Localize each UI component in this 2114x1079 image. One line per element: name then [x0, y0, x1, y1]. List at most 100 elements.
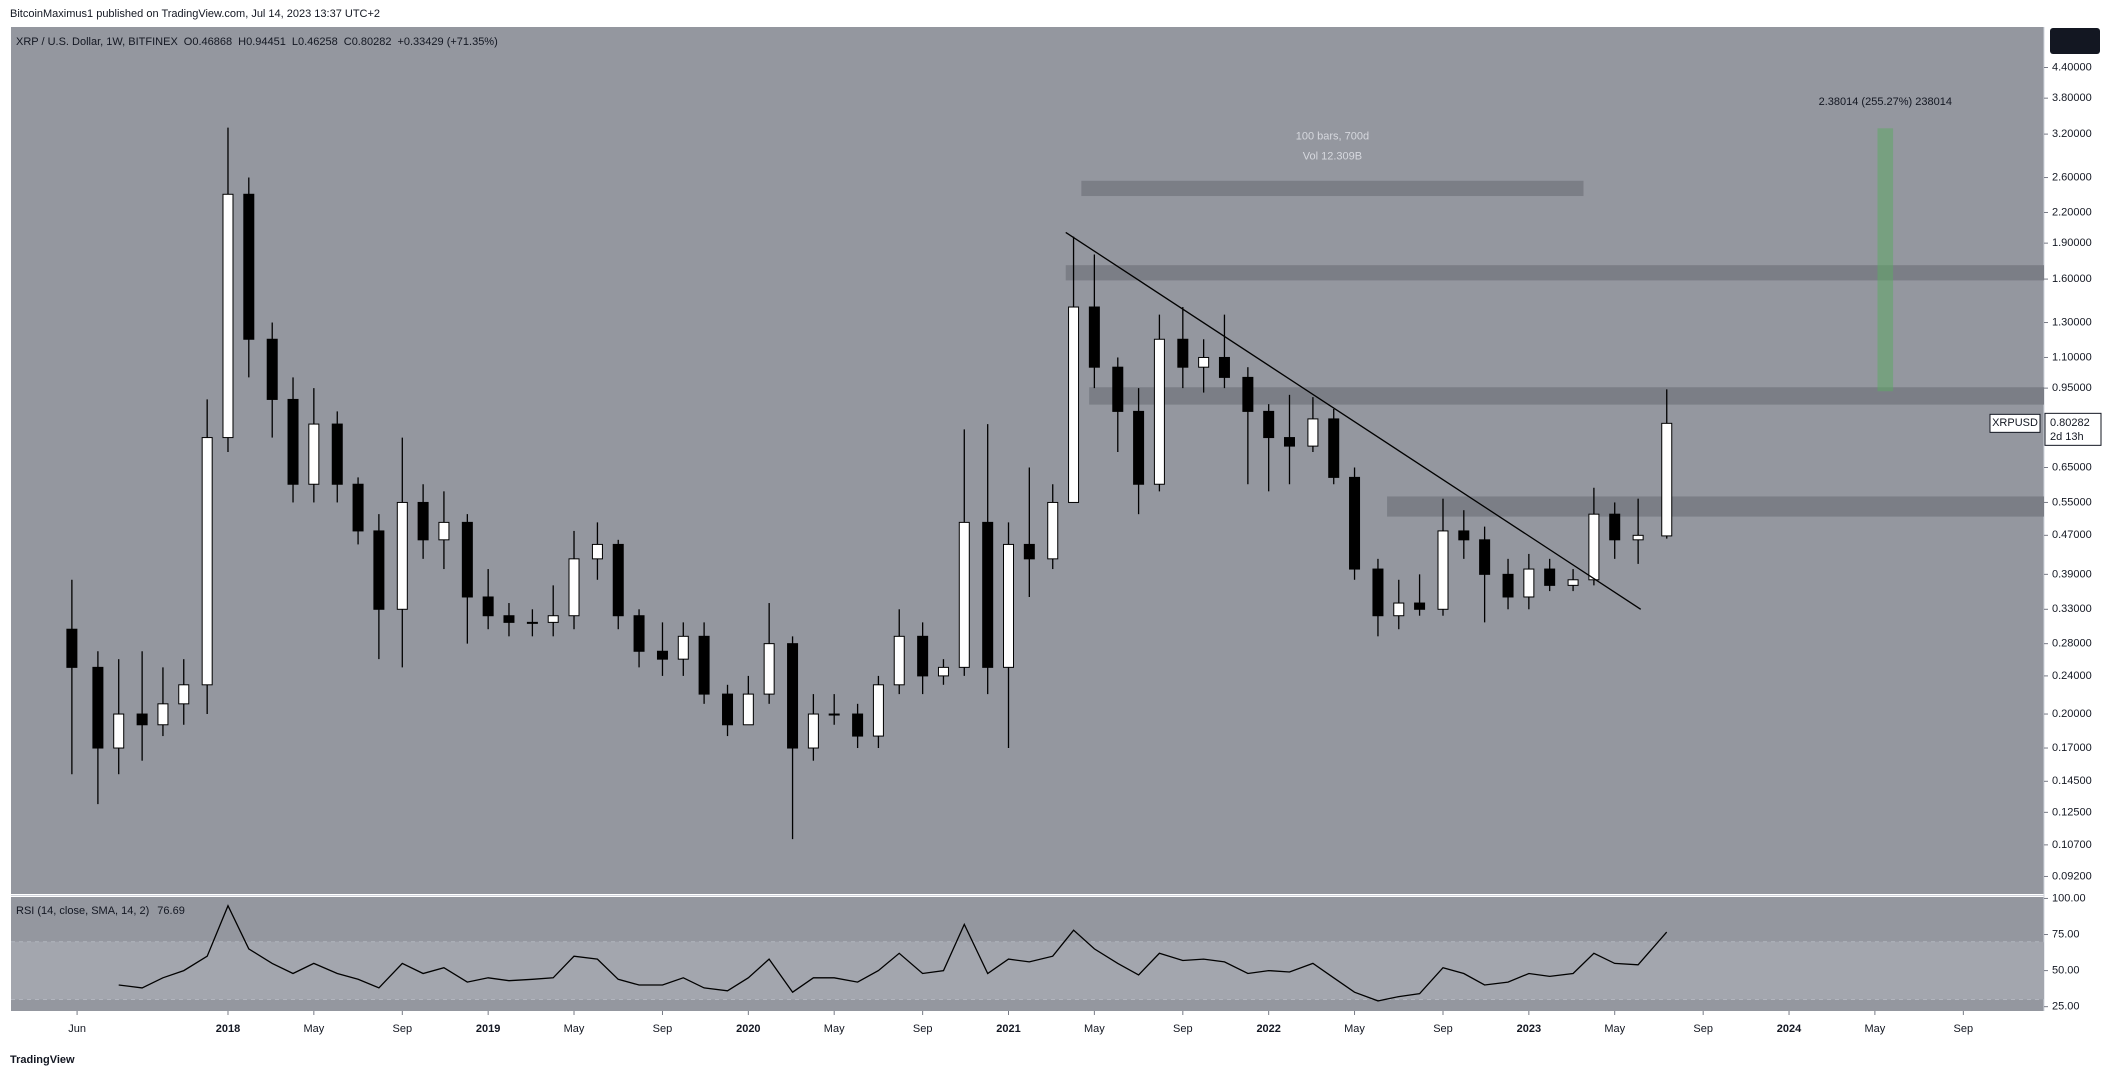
x-tick-label: Sep	[393, 1023, 413, 1035]
brand: TradingView	[10, 1054, 75, 1066]
countdown: 2d 13h	[2050, 431, 2084, 443]
candle-body	[742, 693, 754, 726]
candle-body	[1479, 539, 1491, 575]
candle-body	[1372, 568, 1384, 617]
ohlc-letter: O	[184, 36, 193, 48]
y-tick-label: 1.30000	[2052, 316, 2092, 328]
footer-logo: TradingView	[10, 1054, 75, 1066]
x-tick-label: May	[824, 1023, 845, 1035]
candle-body	[222, 193, 234, 439]
y-tick-label: 0.28000	[2052, 638, 2092, 650]
x-tick-label: May	[1604, 1023, 1625, 1035]
candle-body	[633, 615, 645, 652]
y-tick-label: 0.10700	[2052, 839, 2092, 851]
candle-body	[482, 596, 494, 617]
y-tick-label: 0.17000	[2052, 742, 2092, 754]
candle-body	[287, 398, 299, 485]
target-range	[1877, 128, 1894, 392]
candle-body	[1068, 306, 1080, 503]
candle-body	[763, 643, 775, 695]
y-tick-label: 1.90000	[2052, 237, 2092, 249]
candle-body	[568, 558, 580, 617]
ohlc-letter: L	[292, 36, 298, 48]
candle-body	[1153, 338, 1165, 485]
candle-body	[1242, 376, 1254, 412]
rsi-y-tick-label: 100.00	[2052, 892, 2086, 904]
candle-body	[787, 643, 799, 749]
rsi-y-tick-label: 75.00	[2052, 928, 2080, 940]
x-tick-label: 2020	[736, 1023, 760, 1035]
candle-body	[1588, 513, 1600, 581]
x-tick-label: May	[1344, 1023, 1365, 1035]
y-tick-label: 0.39000	[2052, 568, 2092, 580]
y-tick-label: 4.40000	[2052, 61, 2092, 73]
y-tick-label: 3.80000	[2052, 92, 2092, 104]
candle-body	[958, 521, 970, 668]
symbol-label-box	[1989, 413, 2041, 433]
candle-body	[1414, 602, 1426, 610]
candle-body	[308, 423, 320, 485]
price-label: 0.80282	[2050, 417, 2090, 429]
change: +0.33429 (+71.35%)	[397, 36, 497, 48]
y-tick-label: 0.65000	[2052, 461, 2092, 473]
candle-body	[157, 703, 169, 726]
y-tick-label: 2.60000	[2052, 171, 2092, 183]
rsi-title: RSI (14, close, SMA, 14, 2)	[16, 905, 149, 917]
y-tick-label: 0.47000	[2052, 529, 2092, 541]
x-tick-label: 2024	[1777, 1023, 1802, 1035]
ohlc-letter: H	[238, 36, 246, 48]
y-tick-label: 2.20000	[2052, 206, 2092, 218]
rsi-value: 76.69	[157, 905, 185, 917]
x-tick-label: May	[1084, 1023, 1105, 1035]
candle-body	[66, 628, 78, 668]
y-tick-label: 0.24000	[2052, 670, 2092, 682]
ohlc-value: 0.46258	[298, 36, 338, 48]
trendline	[1065, 231, 1642, 610]
candle-body	[612, 543, 624, 617]
candle-body	[1047, 501, 1059, 560]
candle-body	[201, 437, 213, 686]
x-tick-label: 2019	[476, 1023, 500, 1035]
candle-body	[352, 483, 364, 532]
candle-body	[807, 713, 819, 749]
measure-label: 100 bars, 700d	[1296, 131, 1369, 143]
candle-body	[1393, 602, 1405, 617]
price-label-box	[2044, 412, 2102, 446]
candle-body	[526, 621, 538, 624]
candle-body	[243, 193, 255, 340]
candle-body	[503, 615, 515, 623]
x-tick-label: Sep	[1693, 1023, 1713, 1035]
price-pane	[11, 27, 2044, 894]
x-tick-label: 2018	[216, 1023, 240, 1035]
candle-body	[656, 650, 668, 660]
rsi-y-tick-label: 50.00	[2052, 965, 2080, 977]
ohlc-value: 0.94451	[246, 36, 286, 48]
candle-body	[1609, 513, 1621, 541]
x-tick-label: May	[564, 1023, 585, 1035]
candle-body	[438, 521, 450, 541]
candle-body	[937, 666, 949, 677]
candle-body	[1283, 437, 1295, 447]
candle-body	[1567, 579, 1579, 586]
y-tick-label: 3.20000	[2052, 128, 2092, 140]
x-tick-label: Jun	[68, 1023, 86, 1035]
candle-body	[852, 713, 864, 737]
candle-body	[461, 521, 473, 598]
candle-body	[677, 635, 689, 660]
zone	[1089, 387, 2044, 405]
symbol-label: XRPUSD	[1992, 417, 2038, 429]
candle-body	[982, 521, 994, 668]
y-tick-label: 0.55000	[2052, 496, 2092, 508]
candle-body	[1632, 534, 1644, 541]
target-label: 2.38014 (255.27%) 238014	[1819, 96, 1952, 108]
rsi-header: RSI (14, close, SMA, 14, 2) 76.69	[16, 905, 185, 917]
y-tick-label: 0.09200	[2052, 870, 2092, 882]
zone	[1387, 496, 2044, 517]
x-tick-label: 2021	[996, 1023, 1020, 1035]
candle-body	[1349, 476, 1361, 570]
toolbar-box[interactable]	[2050, 28, 2100, 54]
candle-body	[591, 543, 603, 560]
x-tick-label: May	[303, 1023, 324, 1035]
candle-body	[1544, 568, 1556, 586]
